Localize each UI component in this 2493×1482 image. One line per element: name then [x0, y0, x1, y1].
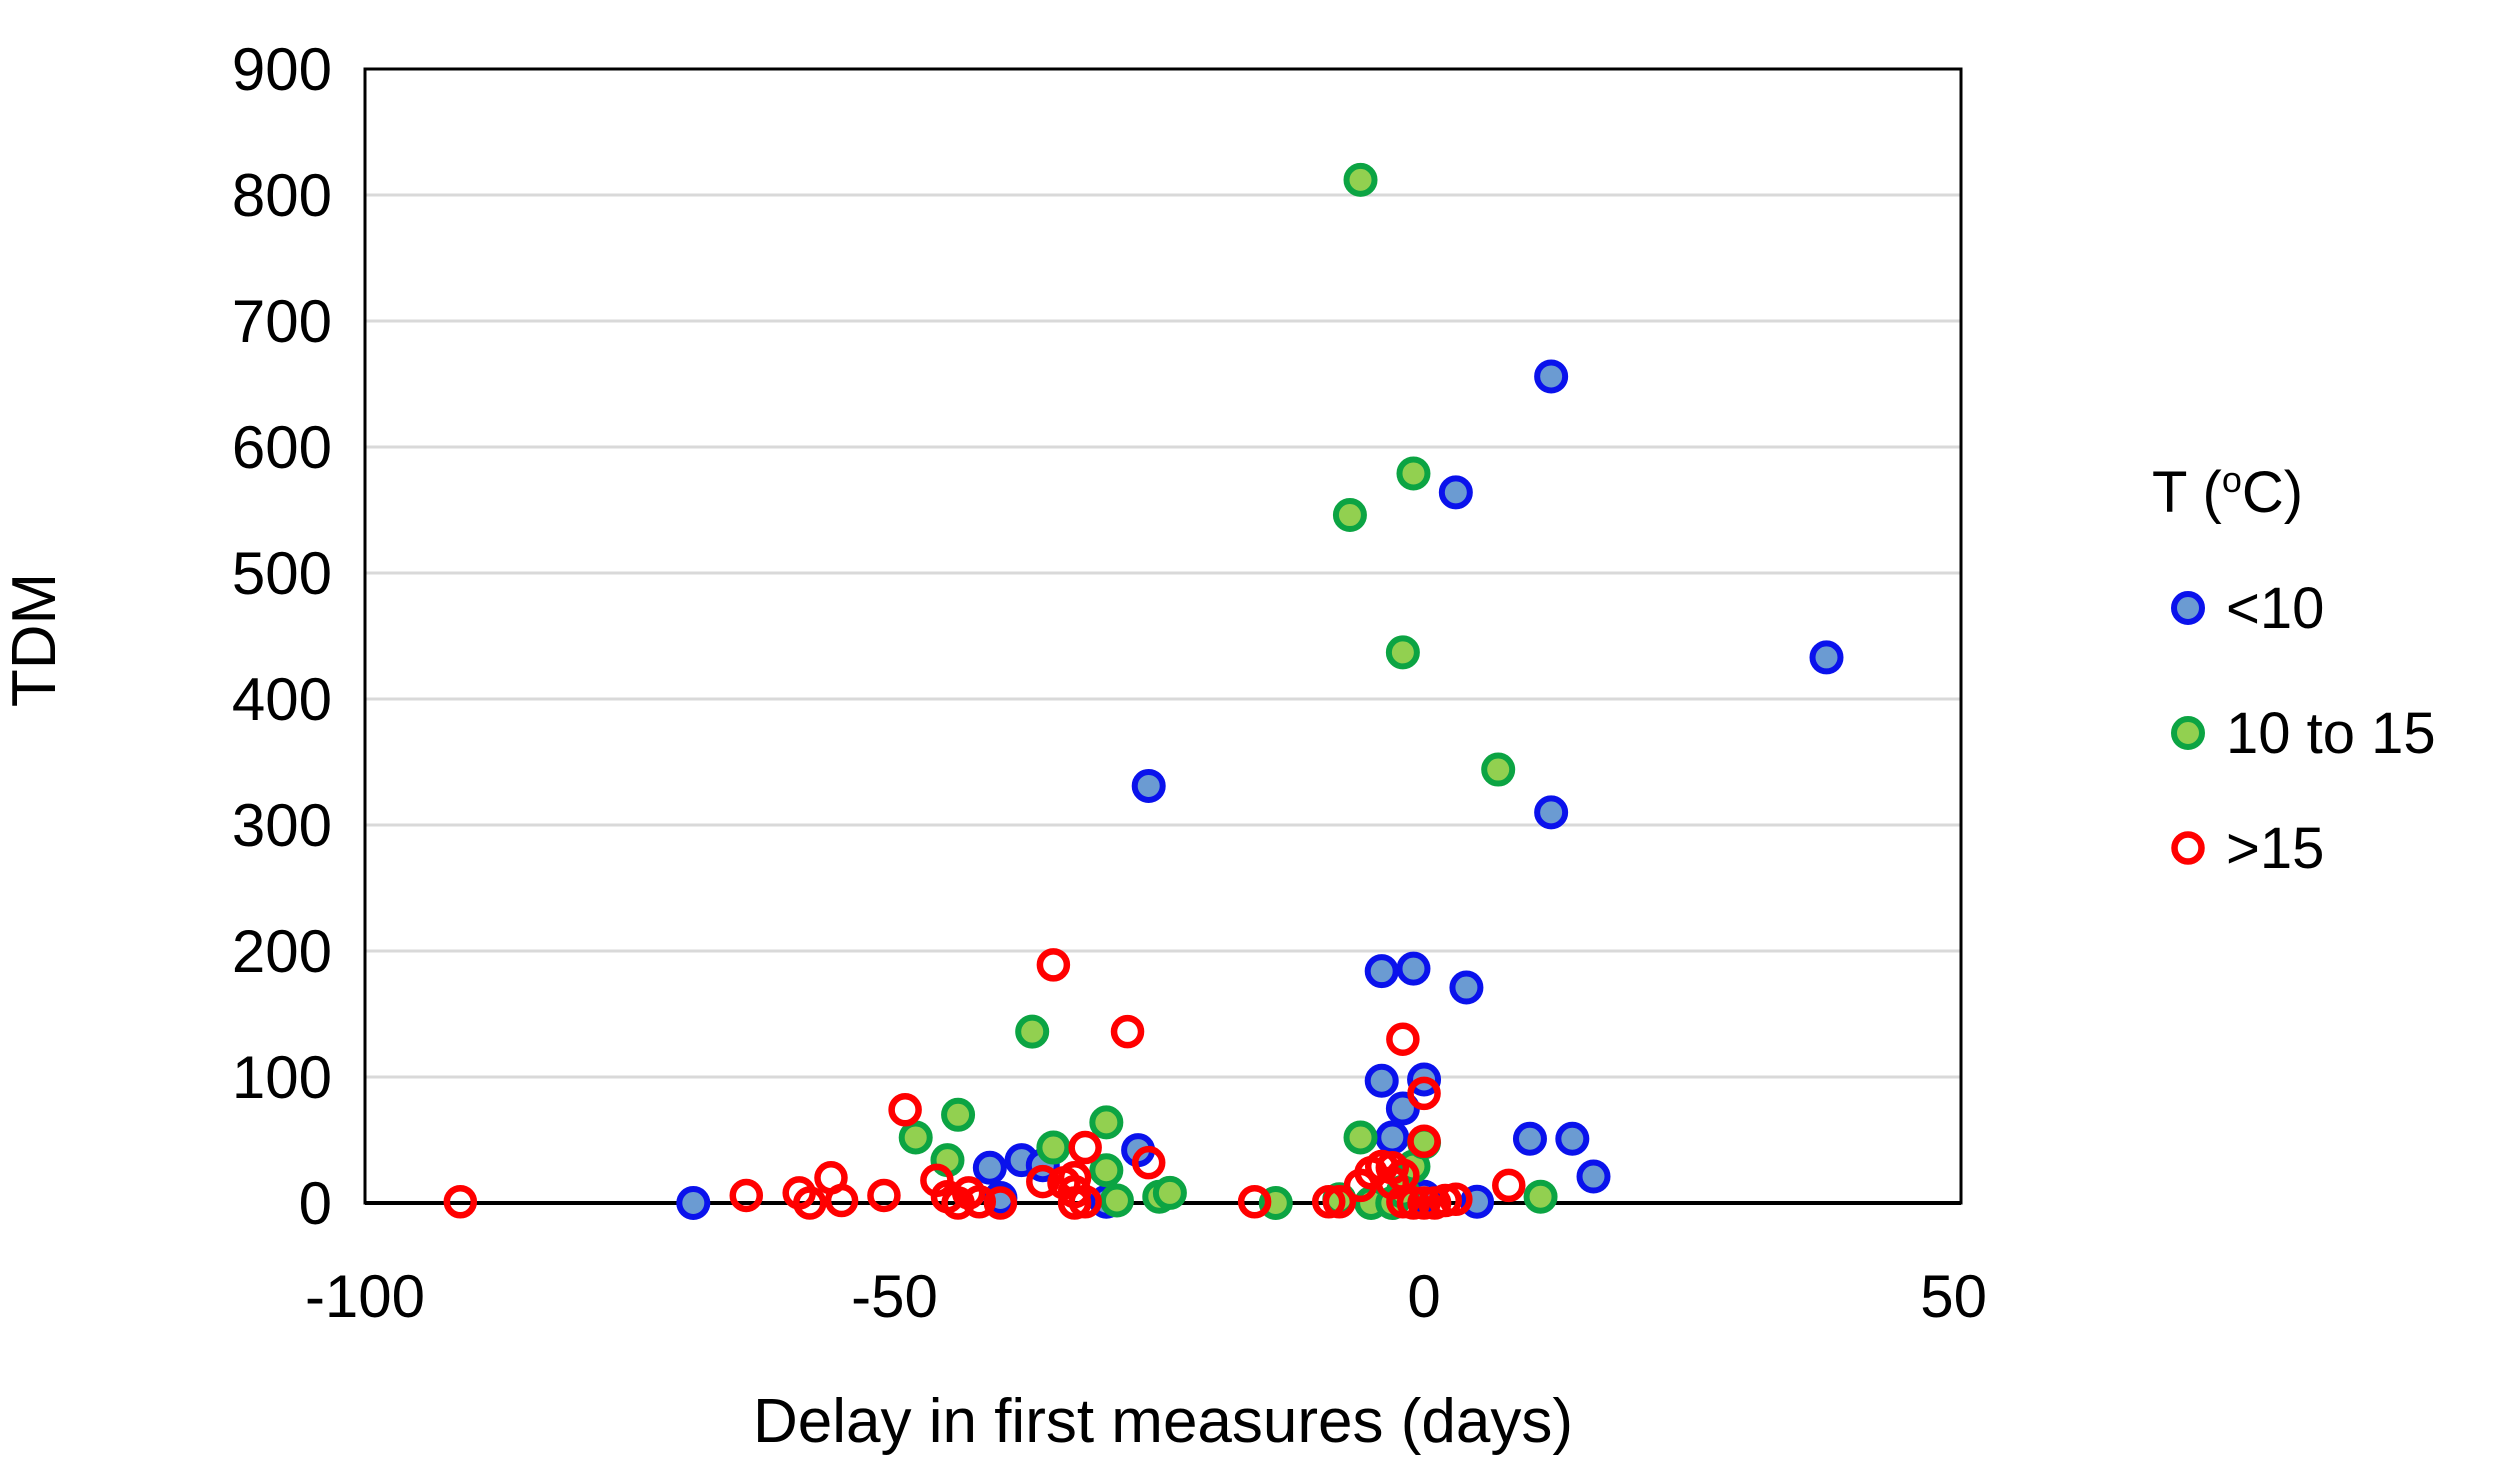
data-point-series-1 — [1036, 1130, 1071, 1165]
data-point-series-2 — [1068, 1184, 1102, 1219]
legend-item-10to15: 10 to 15 — [2171, 701, 2436, 766]
y-tick-label-600: 600 — [232, 414, 332, 481]
data-point-series-2 — [1386, 1022, 1420, 1056]
data-point-series-0 — [1512, 1121, 1547, 1156]
x-tick-label-50: 50 — [1920, 1263, 1987, 1330]
data-point-series-2 — [443, 1184, 478, 1219]
data-point-series-0 — [1364, 1063, 1399, 1098]
data-point-series-1 — [1523, 1179, 1558, 1214]
data-point-series-2 — [793, 1186, 827, 1220]
data-point-series-1 — [1343, 1120, 1378, 1155]
legend-item-gt15: >15 — [2171, 816, 2324, 881]
gridlines — [365, 193, 1961, 1079]
y-tick-label-200: 200 — [232, 918, 332, 985]
data-point-series-0 — [1396, 951, 1431, 986]
data-points — [443, 162, 1844, 1220]
y-axis-title: TDM — [0, 573, 69, 707]
x-axis-title: Delay in first measures (days) — [753, 1387, 1573, 1456]
data-point-series-1 — [1015, 1014, 1050, 1049]
data-point-series-0 — [972, 1150, 1007, 1185]
legend-marker-10to15-icon — [2171, 716, 2205, 750]
y-tick-label-900: 900 — [232, 36, 332, 103]
data-point-series-2 — [888, 1093, 922, 1127]
legend: T (oC) <10 10 to 15 >15 — [2152, 459, 2436, 881]
data-point-series-2 — [1492, 1168, 1526, 1203]
data-point-series-0 — [1438, 475, 1473, 510]
data-point-series-0 — [1534, 359, 1569, 394]
data-point-series-2 — [1407, 1076, 1441, 1111]
data-point-series-2 — [1110, 1014, 1145, 1049]
data-point-series-2 — [824, 1183, 859, 1218]
y-tick-label-500: 500 — [232, 540, 332, 607]
data-point-series-1 — [941, 1097, 976, 1132]
data-point-series-2 — [1322, 1184, 1357, 1219]
legend-label-lt10: <10 — [2226, 576, 2324, 641]
data-point-series-2 — [1237, 1184, 1272, 1219]
data-point-series-2 — [1407, 1186, 1441, 1220]
data-point-series-1 — [1396, 456, 1431, 491]
data-point-series-0 — [1449, 970, 1484, 1005]
data-point-series-0 — [1576, 1159, 1611, 1194]
y-tick-label-300: 300 — [232, 792, 332, 859]
x-tick-label--50: -50 — [851, 1263, 938, 1330]
data-point-series-1 — [1152, 1175, 1187, 1210]
y-tick-label-0: 0 — [299, 1170, 332, 1237]
data-point-series-2 — [962, 1184, 997, 1219]
legend-marker-lt10-icon — [2171, 591, 2205, 625]
data-point-series-1 — [1089, 1105, 1124, 1140]
legend-title: T (oC) — [2152, 459, 2303, 525]
data-point-series-2 — [729, 1178, 764, 1213]
data-point-series-2 — [1396, 1186, 1431, 1220]
x-tick-label--100: -100 — [305, 1263, 425, 1330]
data-point-series-2 — [1068, 1130, 1102, 1165]
data-point-series-0 — [676, 1186, 711, 1220]
data-point-series-2 — [1036, 948, 1071, 982]
data-point-series-0 — [1555, 1121, 1590, 1156]
data-point-series-1 — [1089, 1153, 1124, 1188]
y-axis-tick-labels: 0 100 200 300 400 500 600 700 800 900 — [232, 36, 332, 1237]
data-point-series-2 — [983, 1186, 1018, 1220]
data-point-series-2 — [1026, 1164, 1060, 1199]
data-point-series-1 — [898, 1120, 933, 1155]
plot-area-border — [363, 67, 1963, 1205]
data-point-series-0 — [1375, 1120, 1410, 1155]
data-point-series-1 — [1481, 752, 1516, 787]
legend-marker-gt15-icon — [2171, 831, 2205, 865]
data-point-series-0 — [1534, 795, 1569, 830]
data-point-series-2 — [1439, 1182, 1473, 1216]
data-point-series-2 — [867, 1178, 901, 1213]
y-tick-label-800: 800 — [232, 162, 332, 229]
data-point-series-1 — [1385, 635, 1420, 670]
legend-label-gt15: >15 — [2226, 816, 2324, 881]
x-tick-label-0: 0 — [1407, 1263, 1440, 1330]
data-point-series-0 — [1131, 768, 1166, 803]
data-point-series-1 — [1332, 498, 1367, 533]
y-tick-label-700: 700 — [232, 288, 332, 355]
legend-label-10to15: 10 to 15 — [2226, 701, 2436, 766]
data-point-series-2 — [1131, 1145, 1166, 1180]
legend-item-lt10: <10 — [2171, 576, 2324, 641]
data-point-series-2 — [1311, 1184, 1346, 1219]
data-point-series-0 — [1809, 640, 1844, 675]
x-axis-tick-labels: -100 -50 0 50 — [305, 1263, 1987, 1330]
y-tick-label-100: 100 — [232, 1044, 332, 1111]
data-point-series-0 — [1364, 954, 1399, 989]
data-point-series-1 — [1343, 162, 1378, 197]
data-point-series-1 — [1099, 1183, 1134, 1218]
data-point-series-2 — [1407, 1124, 1441, 1159]
y-tick-label-400: 400 — [232, 666, 332, 733]
